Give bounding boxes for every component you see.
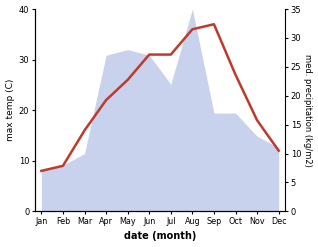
X-axis label: date (month): date (month) [124,231,196,242]
Y-axis label: med. precipitation (kg/m2): med. precipitation (kg/m2) [303,54,313,167]
Y-axis label: max temp (C): max temp (C) [5,79,15,141]
